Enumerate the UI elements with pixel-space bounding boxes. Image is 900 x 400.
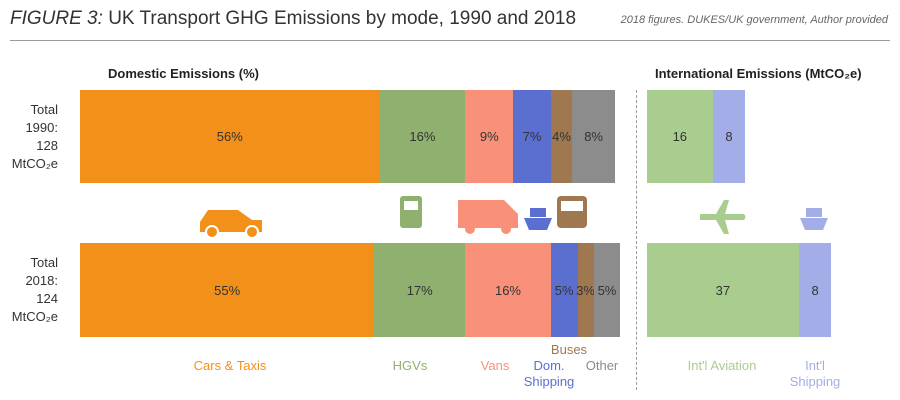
- row-label: Total 1990: 128 MtCO₂e: [11, 101, 58, 171]
- figure-label: FIGURE 3:: [10, 8, 103, 29]
- series-label: Other: [585, 358, 619, 373]
- bar-segment: 7%: [513, 90, 551, 183]
- series-label: Dom. Shipping: [523, 358, 575, 389]
- value-label: 7%: [522, 129, 542, 144]
- bar-segment: 9%: [465, 90, 514, 183]
- series-label: HGVs: [392, 358, 428, 373]
- bar-segment: 8%: [572, 90, 615, 183]
- plane-icon: [700, 200, 746, 234]
- series-label: Cars & Taxis: [193, 358, 267, 373]
- value-label: 8: [811, 282, 819, 298]
- ship-icon: [524, 208, 552, 230]
- value-label: 4%: [552, 129, 571, 144]
- bus-icon: [557, 196, 587, 228]
- hgv-icon: [400, 196, 422, 228]
- bar-segment: 5%: [593, 243, 621, 337]
- value-label: 3%: [576, 282, 595, 298]
- value-label: 5%: [597, 282, 617, 298]
- bar-segment: 8: [712, 90, 746, 183]
- bar-segment: 5%: [550, 243, 578, 337]
- value-label: 5%: [554, 282, 574, 298]
- value-label: 16%: [409, 129, 436, 144]
- row-label: Total 2018: 124 MtCO₂e: [11, 255, 58, 324]
- value-label: 9%: [479, 129, 499, 144]
- source: 2018 figures. DUKES/UK government, Autho…: [620, 14, 888, 26]
- value-label: 56%: [216, 129, 243, 144]
- car-icon: [200, 210, 262, 239]
- bar-segment: 56%: [80, 90, 380, 183]
- bar-segment: 37: [647, 243, 799, 337]
- panel-title: Domestic Emissions (%): [108, 66, 259, 81]
- value-label: 8%: [584, 129, 603, 144]
- bar-segment: 16%: [379, 90, 466, 183]
- bar-segment: 16: [647, 90, 713, 183]
- chart-title: UK Transport GHG Emissions by mode, 1990…: [108, 8, 577, 29]
- header: FIGURE 3: UK Transport GHG Emissions by …: [10, 8, 576, 30]
- value-label: 17%: [406, 282, 433, 298]
- ship-icon: [800, 208, 828, 230]
- divider: [636, 90, 637, 390]
- value-label: 55%: [214, 282, 241, 298]
- bar-segment: 4%: [550, 90, 573, 183]
- value-label: 8: [725, 129, 733, 144]
- bar-segment: 8: [798, 243, 832, 337]
- series-label: Int'l Shipping: [789, 358, 841, 389]
- panel-title: International Emissions (MtCO₂e): [655, 66, 862, 81]
- bar-segment: 16%: [465, 243, 551, 337]
- bar-segment: 55%: [80, 243, 375, 337]
- bar-segment: 3%: [576, 243, 595, 337]
- value-label: 37: [715, 282, 731, 298]
- series-label: Vans: [480, 358, 510, 373]
- value-label: 16: [672, 129, 688, 144]
- series-label: Buses: [550, 342, 588, 357]
- van-icon: [458, 200, 518, 234]
- bar-segment: 17%: [374, 243, 466, 337]
- series-label: Int'l Aviation: [687, 358, 757, 373]
- header-rule: [10, 40, 890, 41]
- value-label: 16%: [494, 282, 521, 298]
